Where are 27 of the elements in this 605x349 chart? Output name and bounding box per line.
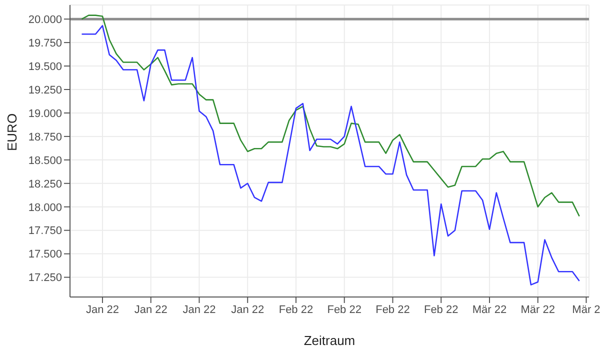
x-tick-label: Mär 2 xyxy=(572,304,600,316)
x-tick-label: Feb 22 xyxy=(424,304,458,316)
y-tick-label: 19.250 xyxy=(28,84,62,96)
y-tick-label: 19.750 xyxy=(28,37,62,50)
y-tick-label: 19.500 xyxy=(28,60,62,73)
x-tick-label: Mär 22 xyxy=(520,304,555,316)
y-tick-label: 19.000 xyxy=(28,108,62,120)
x-tick-label: Jan 22 xyxy=(86,304,119,316)
x-tick-label: Feb 22 xyxy=(327,304,362,316)
y-tick-label: 17.750 xyxy=(28,225,62,238)
x-tick-label: Jan 22 xyxy=(231,304,264,316)
y-axis-title: EURO xyxy=(4,113,20,151)
x-axis-title: Zeitraum xyxy=(304,333,356,348)
line-series xyxy=(81,14,580,217)
x-tick-label: Jan 22 xyxy=(182,304,216,316)
x-tick-label: Feb 22 xyxy=(278,304,314,316)
y-tick-label: 17.250 xyxy=(28,272,62,284)
y-tick-label: 18.750 xyxy=(28,131,62,144)
x-tick-label: Jan 22 xyxy=(134,304,168,316)
y-tick-label: 18.000 xyxy=(28,202,62,214)
y-tick-label: 18.500 xyxy=(28,154,62,167)
y-tick-label: 20.000 xyxy=(28,14,62,26)
y-tick-label: 17.500 xyxy=(28,248,62,261)
y-tick-label: 18.250 xyxy=(28,178,62,190)
x-tick-label: Feb 22 xyxy=(376,304,410,316)
line-series xyxy=(81,25,580,286)
x-tick-label: Mär 22 xyxy=(472,304,507,316)
